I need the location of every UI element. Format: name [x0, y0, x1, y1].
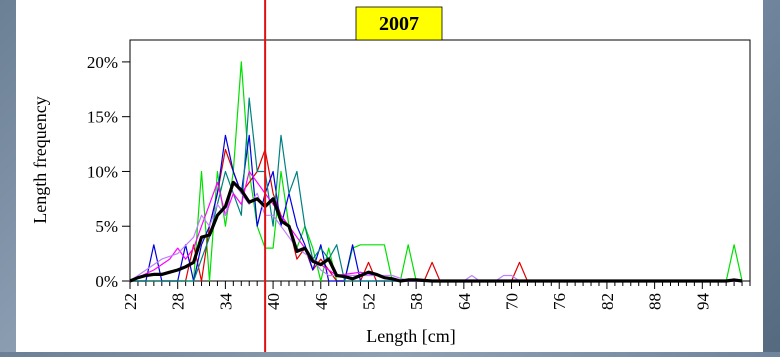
chart-title-box — [355, 6, 443, 41]
y-tick-label: 20% — [87, 53, 118, 72]
x-axis-title: Length [cm] — [366, 326, 455, 346]
x-tick-label: 70 — [503, 293, 522, 310]
y-tick-label: 5% — [95, 217, 118, 236]
series-layer — [129, 61, 743, 283]
x-tick-label: 34 — [216, 293, 235, 311]
x-tick-label: 52 — [359, 293, 378, 310]
x-tick-label: 22 — [121, 293, 140, 310]
x-tick-label: 40 — [264, 293, 283, 310]
y-tick-label: 10% — [87, 162, 118, 181]
y-axis-title: Length frequency — [30, 96, 50, 223]
x-tick-label: 28 — [169, 293, 188, 310]
x-tick-label: 64 — [455, 293, 474, 311]
length-frequency-chart: 0% 5% 10% 15% 20% 22 28 34 40 46 52 58 64 70 76 82 88 94… — [30, 0, 751, 352]
chart-panel: 0% 5% 10% 15% 20% 22 28 34 40 46 52 58 64 70 76 82 88 94… — [16, 0, 763, 352]
chart-title: 2007 — [379, 13, 419, 35]
series-line-7 — [129, 180, 743, 283]
y-tick-label: 15% — [87, 108, 118, 127]
x-tick-label: 58 — [407, 293, 426, 310]
series-line-6 — [129, 181, 743, 282]
y-axis: 0% 5% 10% 15% 20% — [87, 53, 130, 291]
x-tick-label: 82 — [598, 293, 617, 310]
plot-frame — [129, 39, 751, 282]
x-tick-label: 76 — [550, 293, 569, 310]
x-tick-label: 94 — [693, 293, 712, 311]
x-axis: 22 28 34 40 46 52 58 64 70 76 82 88 94 — [121, 281, 751, 311]
y-tick-label: 0% — [95, 272, 118, 291]
series-line-5 — [129, 170, 743, 282]
x-tick-label: 46 — [312, 293, 331, 310]
x-tick-label: 88 — [646, 293, 665, 310]
